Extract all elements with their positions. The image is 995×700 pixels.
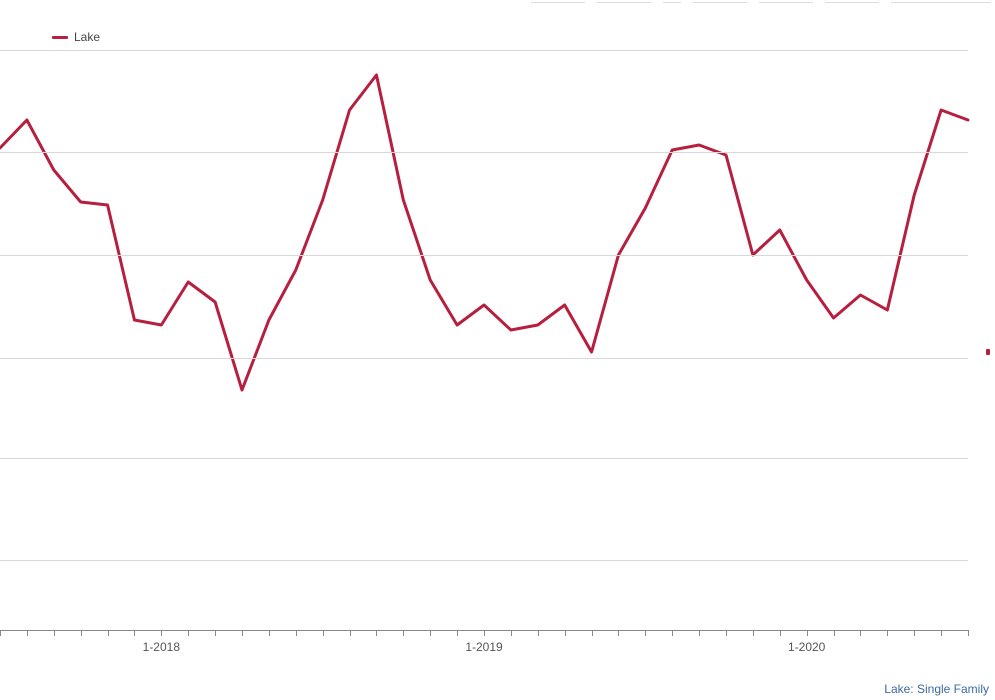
x-tick: [860, 630, 861, 636]
gridline: [0, 458, 968, 459]
x-tick: [753, 630, 754, 636]
x-tick-label: 1-2018: [143, 640, 180, 654]
x-tick: [807, 630, 808, 636]
x-tick: [27, 630, 28, 636]
right-edge-marker: [986, 349, 990, 355]
x-tick: [188, 630, 189, 636]
chart-line-layer: [0, 50, 968, 658]
x-tick: [134, 630, 135, 636]
x-tick: [0, 630, 1, 636]
x-tick: [403, 630, 404, 636]
x-tick: [968, 630, 969, 636]
chart-container: Lake 1-2018 1-2019 1-2020 Lake: Single Fam…: [0, 0, 995, 700]
x-tick-label: 1-2020: [788, 640, 825, 654]
gridline: [0, 152, 968, 153]
series-lake-line: [0, 75, 968, 390]
x-tick: [350, 630, 351, 636]
x-tick: [54, 630, 55, 636]
x-tick: [699, 630, 700, 636]
top-controls-cropped: [531, 0, 995, 6]
chart-footer-label: Lake: Single Family: [884, 682, 989, 696]
x-tick: [242, 630, 243, 636]
x-tick: [511, 630, 512, 636]
x-tick: [484, 630, 485, 636]
x-tick: [269, 630, 270, 636]
x-tick: [81, 630, 82, 636]
x-tick: [457, 630, 458, 636]
x-tick: [323, 630, 324, 636]
chart-plot-area[interactable]: 1-2018 1-2019 1-2020: [0, 50, 968, 658]
x-tick: [108, 630, 109, 636]
x-tick: [645, 630, 646, 636]
x-tick: [672, 630, 673, 636]
x-tick: [887, 630, 888, 636]
gridline: [0, 50, 968, 51]
x-tick: [161, 630, 162, 636]
x-tick: [376, 630, 377, 636]
x-tick-label: 1-2019: [465, 640, 502, 654]
x-tick: [215, 630, 216, 636]
x-tick: [780, 630, 781, 636]
x-tick: [941, 630, 942, 636]
x-tick: [296, 630, 297, 636]
x-tick: [592, 630, 593, 636]
x-tick: [914, 630, 915, 636]
x-tick: [565, 630, 566, 636]
x-tick: [834, 630, 835, 636]
gridline: [0, 358, 968, 359]
legend-label: Lake: [74, 30, 100, 44]
x-tick: [538, 630, 539, 636]
gridline: [0, 255, 968, 256]
gridline: [0, 560, 968, 561]
x-tick: [618, 630, 619, 636]
x-tick: [430, 630, 431, 636]
chart-legend: Lake: [52, 30, 100, 44]
legend-swatch: [52, 36, 68, 39]
x-tick: [726, 630, 727, 636]
